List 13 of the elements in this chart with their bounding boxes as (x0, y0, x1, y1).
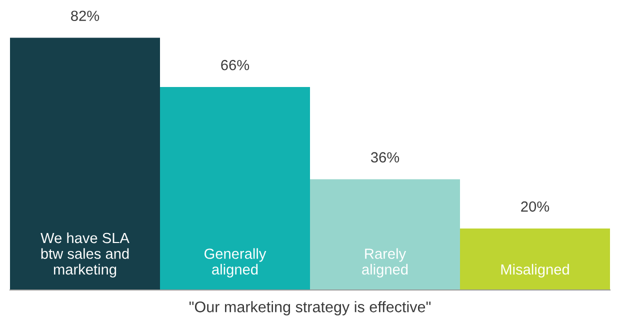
data-label: 82% (71, 10, 100, 22)
bar (160, 87, 310, 290)
data-label: 66% (221, 60, 250, 70)
x-tick-label: Rarely aligned (362, 248, 408, 278)
data-label: 36% (370, 152, 400, 162)
x-tick-label: Misaligned (501, 264, 569, 278)
bar (460, 228, 610, 290)
bar (310, 179, 460, 290)
x-axis-title: "Our marketing strategy is effective" (189, 301, 431, 316)
x-tick-label: Generally aligned (204, 248, 266, 278)
bar (10, 38, 160, 290)
x-tick-label: We have SLA btw sales and marketing (40, 232, 130, 278)
data-label: 20% (521, 201, 550, 212)
